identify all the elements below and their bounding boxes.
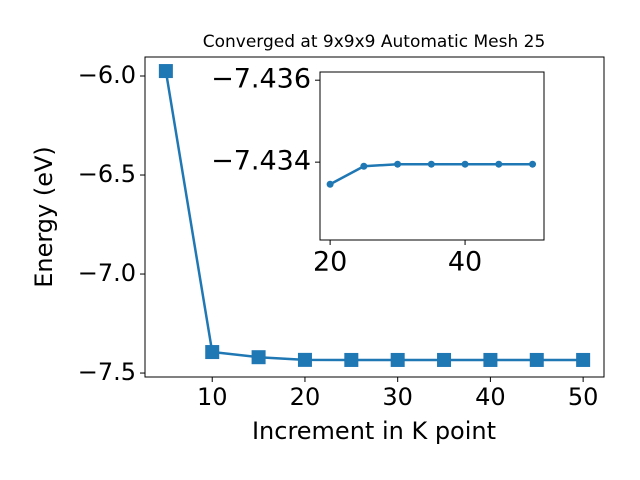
marker — [158, 64, 173, 79]
x-tick-label: 50 — [568, 383, 599, 411]
x-axis-label: Increment in K point — [252, 417, 496, 445]
y-axis-label: Energy (eV) — [30, 146, 58, 288]
x-tick-label: 40 — [475, 383, 506, 411]
inset-y-tick-label: −7.434 — [211, 146, 311, 177]
x-tick-label: 20 — [290, 383, 321, 411]
inset-marker — [461, 160, 469, 168]
marker — [529, 352, 544, 367]
marker — [297, 352, 312, 367]
y-tick-label: −6.0 — [78, 61, 136, 89]
y-tick-label: −7.0 — [78, 259, 136, 287]
x-tick-label: 30 — [382, 383, 413, 411]
inset-marker — [495, 160, 503, 168]
inset-y-tick-label: −7.436 — [211, 64, 311, 95]
inset-marker — [529, 160, 537, 168]
marker — [344, 352, 359, 367]
series-line — [164, 70, 584, 362]
y-tick-label: −7.5 — [78, 358, 136, 386]
marker — [576, 352, 591, 367]
inset-x-tick-label: 40 — [448, 246, 482, 277]
marker — [390, 352, 405, 367]
x-tick-label: 10 — [197, 383, 228, 411]
inset-marker — [360, 162, 368, 170]
inset-x-tick-label: 20 — [313, 246, 347, 277]
inset-marker — [326, 180, 334, 188]
inset-marker — [394, 160, 402, 168]
marker — [437, 352, 452, 367]
inset-plot-area — [319, 71, 545, 241]
marker — [483, 352, 498, 367]
marker — [251, 350, 266, 365]
marker — [205, 345, 220, 360]
y-tick-label: −6.5 — [78, 160, 136, 188]
inset-marker — [427, 160, 435, 168]
chart-title: Converged at 9x9x9 Automatic Mesh 25 — [203, 32, 546, 52]
